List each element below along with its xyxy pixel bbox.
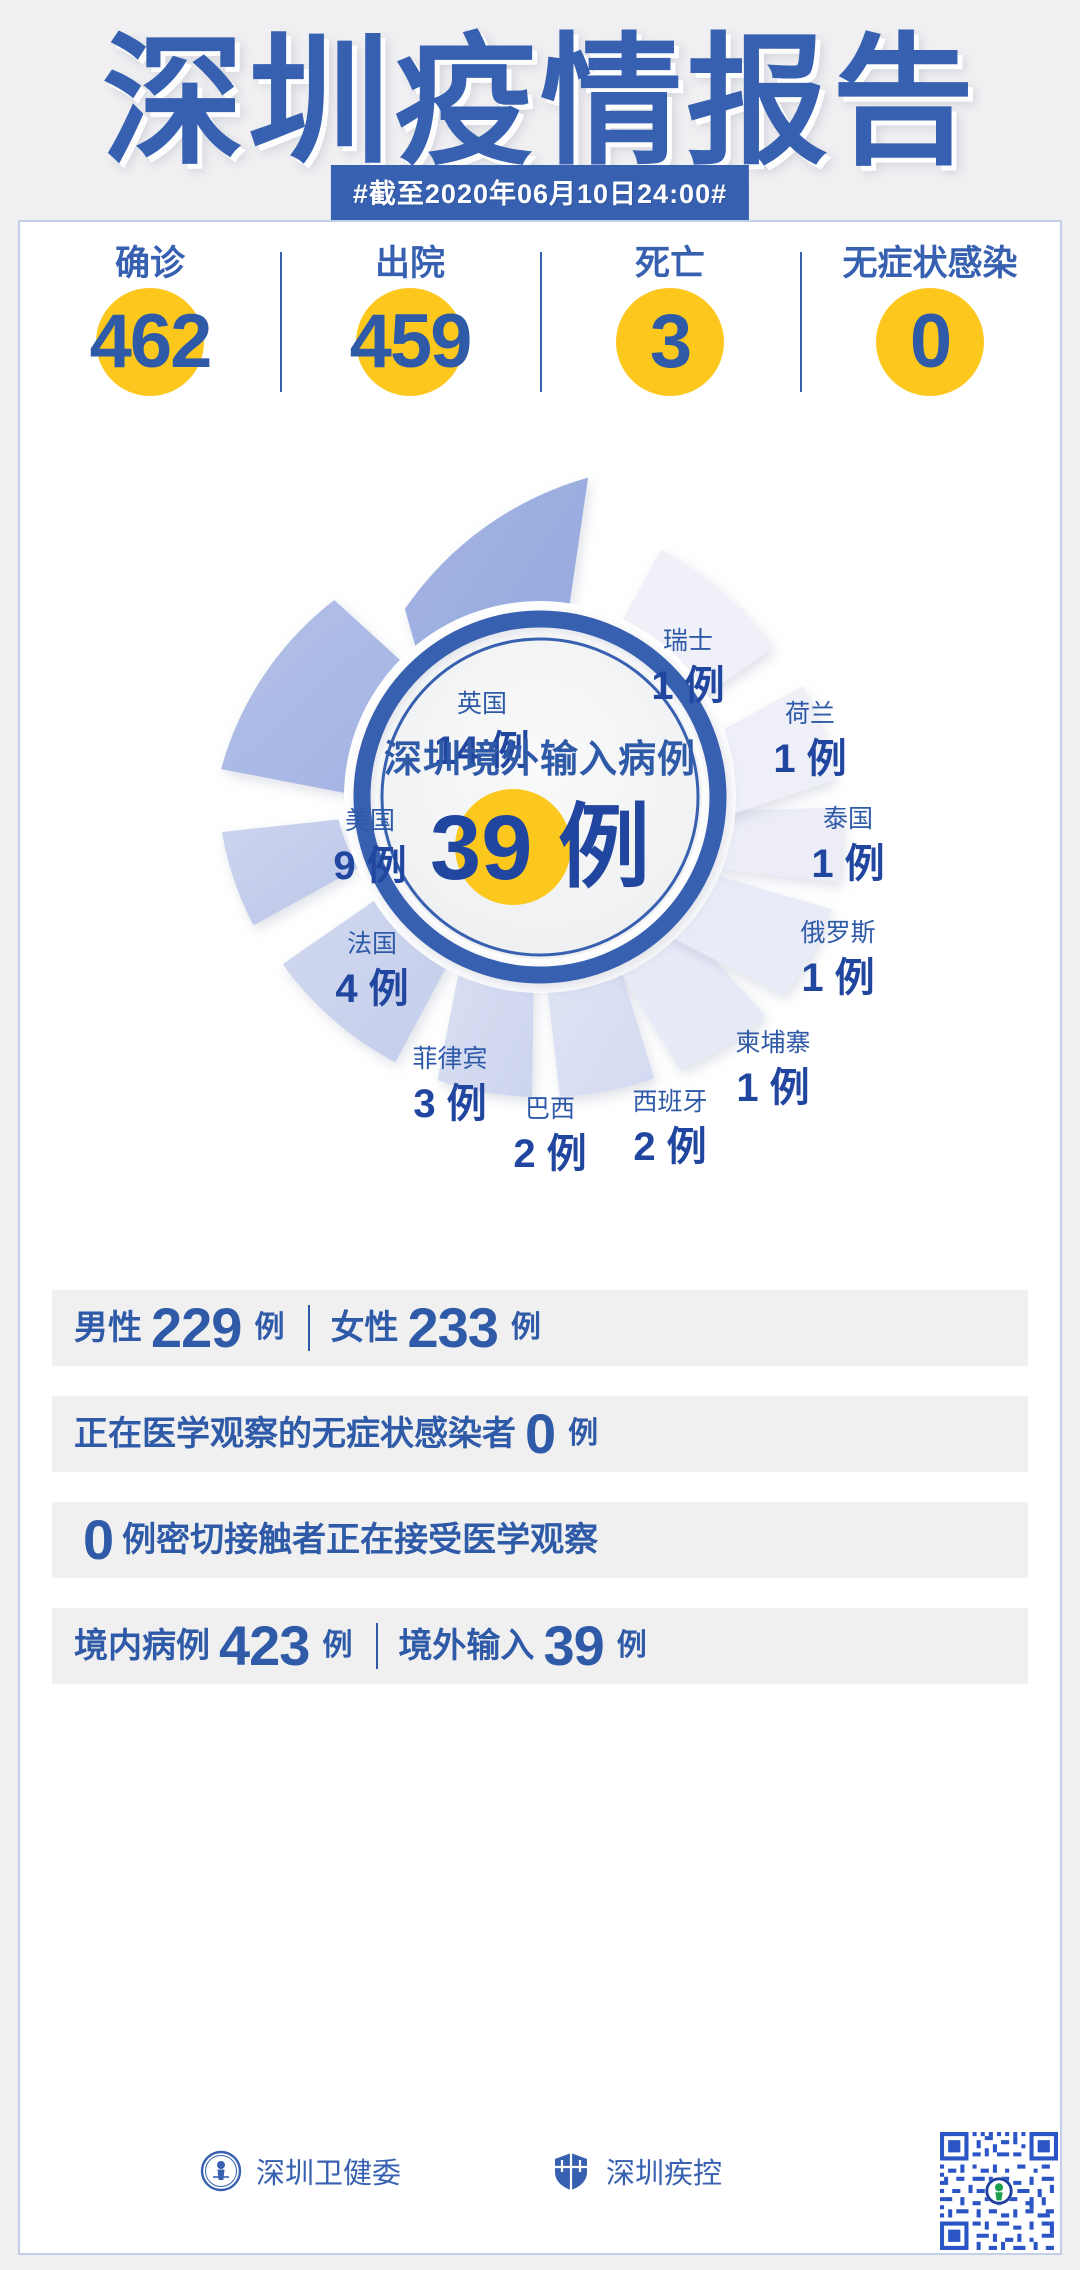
yellow-bubble: [356, 288, 464, 396]
female-unit: 例: [510, 1311, 541, 1344]
stat-label: 无症状感染: [842, 244, 1018, 283]
segment-country: 巴西: [525, 1095, 575, 1123]
observation-label: 正在医学观察的无症状感染者: [74, 1415, 516, 1453]
domestic-value: 423: [219, 1614, 310, 1677]
stat-label: 出院: [374, 244, 445, 283]
male-label: 男性: [74, 1309, 142, 1347]
info-row-source: 境内病例 423 例 境外输入 39 例: [52, 1608, 1028, 1684]
stat-label: 死亡: [634, 244, 705, 283]
stat-discharged: 出院 459: [280, 242, 540, 422]
yellow-bubble: [616, 288, 724, 396]
main-card: 确诊 462 出院 459 死亡 3: [18, 220, 1062, 2255]
qr-code[interactable]: [940, 2132, 1058, 2250]
summary-stats: 确诊 462 出院 459 死亡 3: [20, 242, 1060, 422]
brand-label: 深圳卫健委: [256, 2158, 402, 2190]
segment-label-es: 西班牙 2 例: [632, 1088, 707, 1169]
center-yellow-circle: [455, 789, 571, 905]
stat-label: 确诊: [114, 244, 185, 283]
brand-label: 深圳疾控: [606, 2158, 723, 2190]
donut-svg: 英国 14 例 美国 9 例 法国 4 例 菲律宾 3 例 巴西 2 例: [221, 477, 885, 1176]
donut-inner-ring: [380, 637, 700, 957]
health-commission-logo-icon: [200, 2150, 242, 2192]
contacts-value: 0: [83, 1508, 114, 1571]
footer: 深圳卫健委 深圳疾控: [0, 2112, 1080, 2270]
segment-count: 2 例: [513, 1132, 586, 1176]
stat-deaths: 死亡 3: [540, 242, 800, 422]
stat-circle: 459: [280, 286, 540, 406]
stat-circle: 3: [540, 286, 800, 406]
observation-unit: 例: [568, 1417, 599, 1450]
male-unit: 例: [254, 1311, 285, 1344]
yellow-bubble: [876, 288, 984, 396]
segment-count: 1 例: [736, 1066, 809, 1110]
cdc-shield-logo-icon: [555, 2153, 587, 2190]
info-rows: 男性 229 例 女性 233 例 正在医学观察的无症状感染者 0 例 0 例密…: [52, 1290, 1028, 1714]
segment-country: 西班牙: [632, 1088, 707, 1116]
male-value: 229: [151, 1296, 242, 1359]
stat-confirmed: 确诊 462: [20, 242, 280, 422]
female-value: 233: [407, 1296, 498, 1359]
info-row-observation: 正在医学观察的无症状感染者 0 例: [52, 1396, 1028, 1472]
domestic-label: 境内病例: [74, 1627, 210, 1665]
segment-count: 1 例: [801, 956, 874, 1000]
imported-unit: 例: [616, 1629, 647, 1662]
brand-shenzhen-health-commission: 深圳卫健委: [200, 2150, 401, 2192]
imported-value: 39: [543, 1614, 604, 1677]
divider: [376, 1623, 379, 1669]
stat-circle: 0: [800, 286, 1060, 406]
stat-value: 459: [349, 299, 473, 384]
brand-shenzhen-cdc: 深圳疾控: [550, 2150, 722, 2192]
info-row-contacts: 0 例密切接触者正在接受医学观察: [52, 1502, 1028, 1578]
stat-value: 462: [89, 299, 213, 384]
stat-value: 0: [909, 299, 952, 384]
yellow-bubble: [96, 288, 204, 396]
imported-cases-donut-chart: 英国 14 例 美国 9 例 法国 4 例 菲律宾 3 例 巴西 2 例: [20, 427, 1060, 1227]
stat-asymptomatic: 无症状感染 0: [800, 242, 1060, 422]
contacts-label: 例密切接触者正在接受医学观察: [122, 1521, 599, 1559]
donut-blue-ring: [353, 610, 727, 984]
segment-label-kh: 柬埔寨 1 例: [735, 1029, 810, 1110]
donut-center-value: 39 例: [430, 797, 650, 899]
stat-value: 3: [649, 299, 692, 384]
stat-circle: 462: [20, 286, 280, 406]
segment-count: 2 例: [633, 1125, 706, 1169]
date-badge: #截至2020年06月10日24:00#: [330, 165, 750, 220]
female-label: 女性: [330, 1309, 399, 1347]
imported-label: 境外输入: [398, 1627, 535, 1665]
segment-country: 柬埔寨: [735, 1029, 810, 1057]
info-row-gender: 男性 229 例 女性 233 例: [52, 1290, 1028, 1366]
domestic-unit: 例: [322, 1629, 353, 1662]
divider: [308, 1305, 311, 1351]
donut-segment-fr: [221, 819, 358, 926]
segment-label-br: 巴西 2 例: [513, 1095, 586, 1176]
donut-center-caption: 深圳境外输入病例: [384, 739, 696, 781]
observation-value: 0: [525, 1402, 556, 1465]
page-title: 深圳疫情报告: [102, 23, 978, 182]
header: 深圳疫情报告 #截至2020年06月10日24:00#: [0, 0, 1080, 220]
